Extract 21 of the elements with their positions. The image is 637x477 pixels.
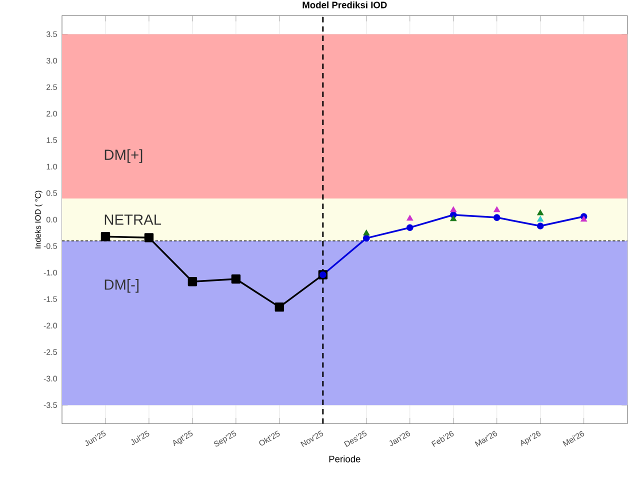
y-tick-label: -1.0 — [44, 270, 57, 276]
y-tick-label: -0.5 — [44, 243, 57, 249]
y-tick-label: -3.0 — [44, 376, 57, 382]
y-tick-label: 2.0 — [46, 110, 57, 117]
y-tick-label: -2.5 — [44, 349, 57, 355]
band-label: DM[+] — [104, 149, 142, 163]
y-tick-label: 1.5 — [46, 137, 57, 143]
y-tick-label: -1.5 — [44, 296, 57, 302]
band-label: DM[-] — [104, 279, 138, 293]
y-tick-label: 3.5 — [46, 31, 57, 38]
y-axis-title: Indeks IOD ( °C) — [34, 190, 42, 248]
x-axis-title: Periode — [329, 455, 360, 462]
band-label: NETRAL — [104, 214, 162, 225]
y-tick-label: 0.5 — [46, 190, 57, 196]
y-tick-label: -3.5 — [44, 402, 57, 408]
chart-title: Model Prediksi IOD — [302, 1, 387, 8]
y-tick-label: 2.5 — [46, 84, 57, 90]
y-tick-label: 1.0 — [46, 164, 57, 170]
y-tick-label: 3.0 — [46, 58, 57, 64]
y-tick-label: -2.0 — [44, 322, 57, 328]
y-tick-label: 0.0 — [46, 216, 57, 222]
